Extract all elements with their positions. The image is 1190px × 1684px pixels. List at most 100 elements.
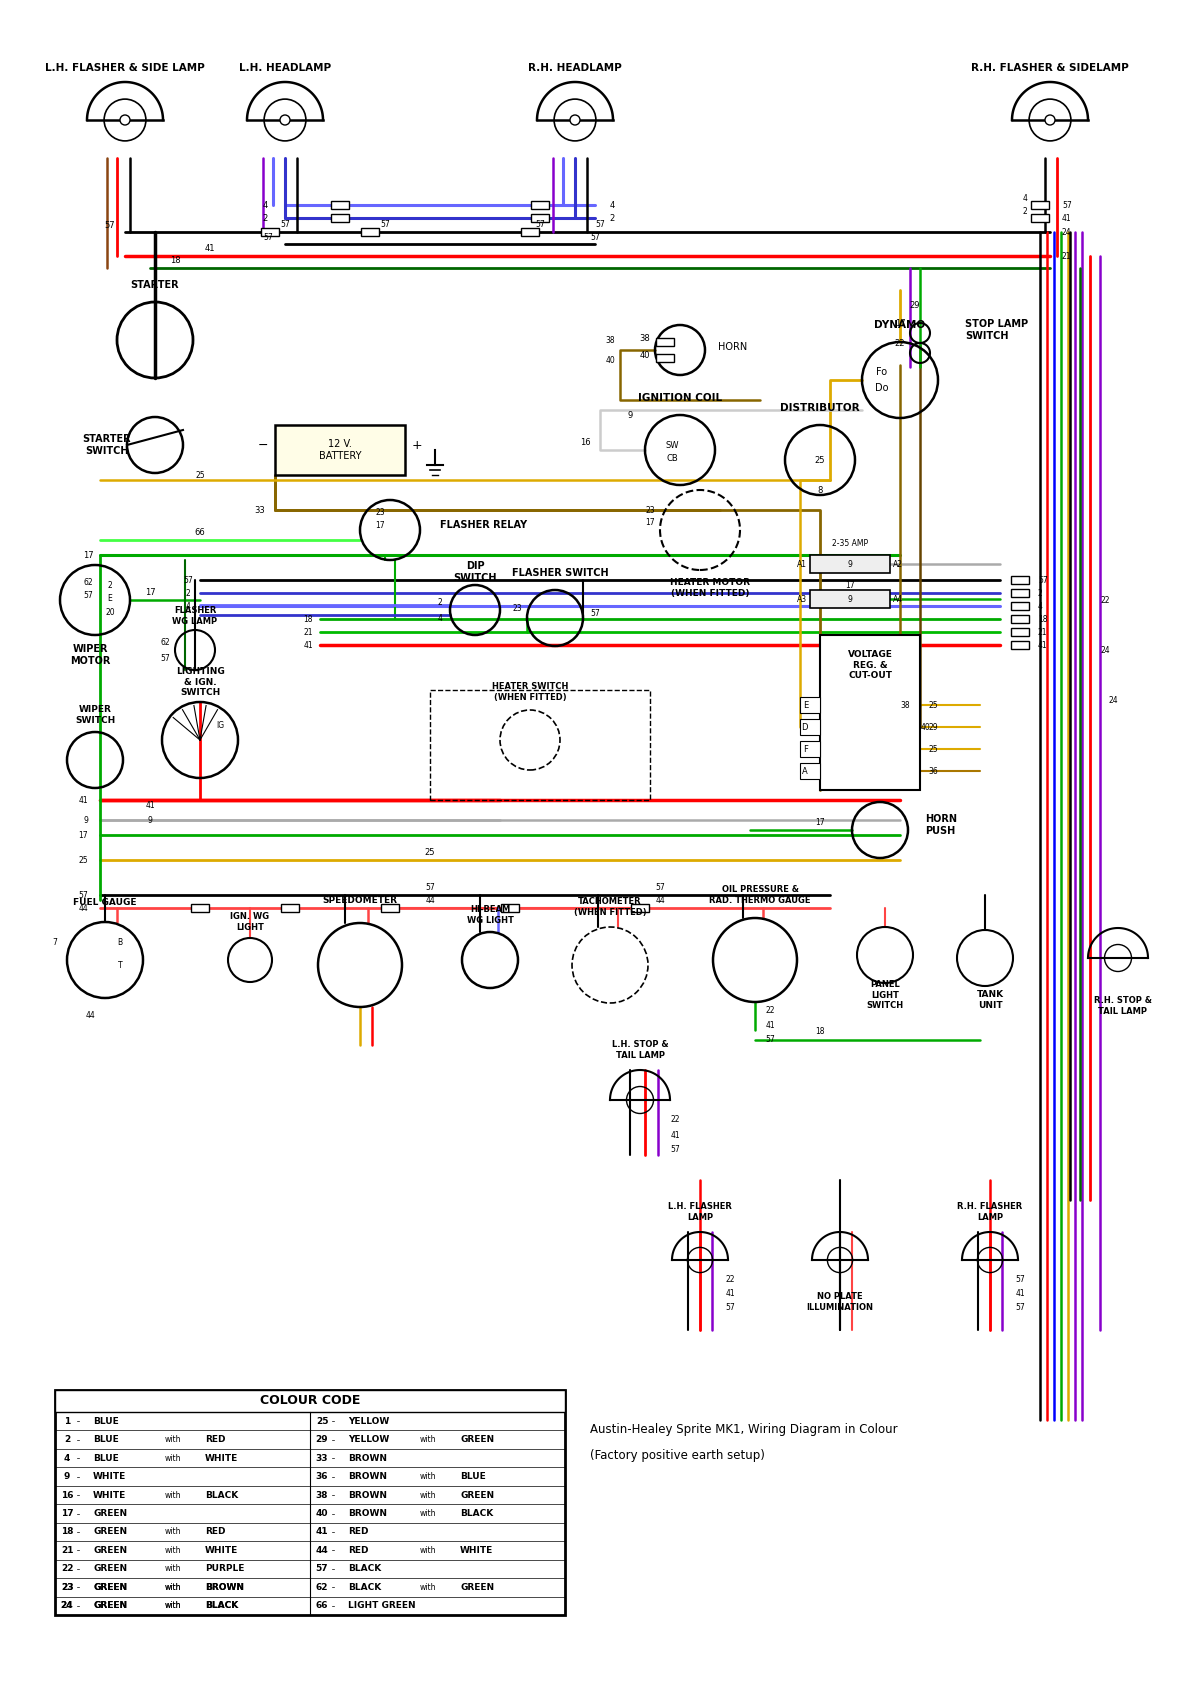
- Text: L.H. STOP &
TAIL LAMP: L.H. STOP & TAIL LAMP: [612, 1041, 669, 1059]
- Text: 24: 24: [1061, 227, 1072, 236]
- Text: 38: 38: [640, 333, 651, 342]
- Text: 24: 24: [1108, 695, 1117, 704]
- Text: 41: 41: [205, 244, 215, 253]
- Text: F: F: [803, 744, 808, 753]
- Text: STARTER
SWITCH: STARTER SWITCH: [82, 434, 131, 456]
- Text: GREEN: GREEN: [93, 1509, 127, 1517]
- Text: 57: 57: [315, 1564, 328, 1573]
- Bar: [656, 338, 674, 345]
- Text: WIPER
MOTOR: WIPER MOTOR: [70, 645, 111, 665]
- Text: 2: 2: [438, 598, 443, 606]
- Text: BLUE: BLUE: [93, 1453, 119, 1463]
- Text: 40: 40: [920, 722, 929, 731]
- Bar: [800, 763, 820, 780]
- Text: WIPER
SWITCH: WIPER SWITCH: [75, 706, 115, 724]
- Bar: [1012, 628, 1029, 637]
- Text: with: with: [165, 1490, 182, 1499]
- Text: LIGHTING
& IGN.
SWITCH: LIGHTING & IGN. SWITCH: [176, 667, 225, 697]
- Text: 18: 18: [303, 615, 313, 623]
- Text: FLASHER
WG LAMP: FLASHER WG LAMP: [173, 606, 218, 626]
- Text: 4: 4: [64, 1453, 70, 1463]
- Text: GREEN: GREEN: [461, 1435, 494, 1445]
- Text: 57: 57: [105, 221, 115, 229]
- Text: BLACK: BLACK: [205, 1601, 238, 1610]
- Text: 18: 18: [815, 1027, 825, 1036]
- Bar: [281, 904, 299, 913]
- Text: L.H. FLASHER
LAMP: L.H. FLASHER LAMP: [668, 1202, 732, 1221]
- Text: 2: 2: [262, 214, 268, 222]
- Text: 24: 24: [1101, 645, 1110, 655]
- Text: with: with: [165, 1601, 182, 1610]
- Text: 2: 2: [107, 581, 112, 589]
- Text: 57: 57: [161, 653, 170, 662]
- Text: 40: 40: [640, 350, 650, 359]
- Text: BROWN: BROWN: [347, 1490, 387, 1499]
- Text: 57: 57: [595, 219, 605, 229]
- Bar: [430, 690, 650, 800]
- Text: 1: 1: [64, 1416, 70, 1426]
- Text: WHITE: WHITE: [205, 1546, 238, 1554]
- Text: with: with: [165, 1527, 182, 1536]
- Text: with: with: [420, 1509, 437, 1517]
- Text: BLACK: BLACK: [347, 1564, 381, 1573]
- Text: BLACK: BLACK: [205, 1601, 238, 1610]
- Text: 57: 57: [280, 219, 290, 229]
- Text: FLASHER RELAY: FLASHER RELAY: [440, 520, 527, 530]
- Bar: [192, 904, 209, 913]
- Text: R.H. STOP &
TAIL LAMP: R.H. STOP & TAIL LAMP: [1094, 997, 1152, 1015]
- Text: (Factory positive earth setup): (Factory positive earth setup): [590, 1448, 765, 1462]
- Text: with: with: [165, 1453, 182, 1463]
- Text: BLACK: BLACK: [461, 1509, 493, 1517]
- Text: RED: RED: [347, 1527, 369, 1536]
- Text: 22: 22: [670, 1115, 679, 1125]
- Text: A: A: [802, 766, 808, 776]
- Text: with: with: [165, 1601, 182, 1610]
- Text: A3: A3: [797, 594, 807, 603]
- Bar: [331, 200, 349, 209]
- Text: GREEN: GREEN: [93, 1583, 127, 1591]
- Text: 25: 25: [195, 470, 205, 480]
- Text: 4: 4: [1038, 601, 1042, 611]
- Bar: [56, 1580, 309, 1595]
- Bar: [501, 904, 519, 913]
- Text: SW: SW: [665, 441, 678, 450]
- Text: DISTRIBUTOR: DISTRIBUTOR: [781, 402, 860, 413]
- Text: GREEN: GREEN: [93, 1564, 127, 1573]
- Text: GREEN: GREEN: [461, 1490, 494, 1499]
- Text: 8: 8: [818, 485, 822, 495]
- Text: WHITE: WHITE: [93, 1490, 126, 1499]
- Text: 9: 9: [148, 815, 152, 825]
- Text: CB: CB: [666, 453, 678, 463]
- Text: 57: 57: [590, 232, 600, 241]
- Text: 36: 36: [928, 766, 938, 776]
- Text: with: with: [420, 1472, 437, 1482]
- Text: HORN
PUSH: HORN PUSH: [925, 813, 957, 835]
- Text: 57: 57: [83, 591, 93, 600]
- Text: RED: RED: [205, 1527, 225, 1536]
- Text: 38: 38: [315, 1490, 328, 1499]
- Text: E: E: [803, 701, 808, 709]
- Circle shape: [1045, 115, 1056, 125]
- Text: B: B: [118, 938, 123, 946]
- Bar: [56, 1598, 309, 1613]
- Text: 57: 57: [765, 1036, 775, 1044]
- Text: 57: 57: [79, 891, 88, 899]
- Text: WHITE: WHITE: [93, 1472, 126, 1482]
- Text: 57: 57: [1061, 200, 1072, 209]
- Text: BROWN: BROWN: [347, 1509, 387, 1517]
- Text: 57: 57: [656, 882, 665, 891]
- Bar: [261, 227, 278, 236]
- Text: YELLOW: YELLOW: [347, 1435, 389, 1445]
- Text: PURPLE: PURPLE: [205, 1564, 244, 1573]
- Text: A4: A4: [892, 594, 903, 603]
- Text: STARTER: STARTER: [131, 280, 180, 290]
- Text: 17: 17: [145, 588, 156, 596]
- Text: TANK
UNIT: TANK UNIT: [977, 990, 1003, 1010]
- Text: +: +: [412, 438, 422, 451]
- Text: 41: 41: [79, 795, 88, 805]
- Text: 38: 38: [606, 335, 615, 345]
- Circle shape: [280, 115, 290, 125]
- Text: WHITE: WHITE: [205, 1453, 238, 1463]
- Text: 9: 9: [83, 815, 88, 825]
- Text: 25: 25: [315, 1416, 328, 1426]
